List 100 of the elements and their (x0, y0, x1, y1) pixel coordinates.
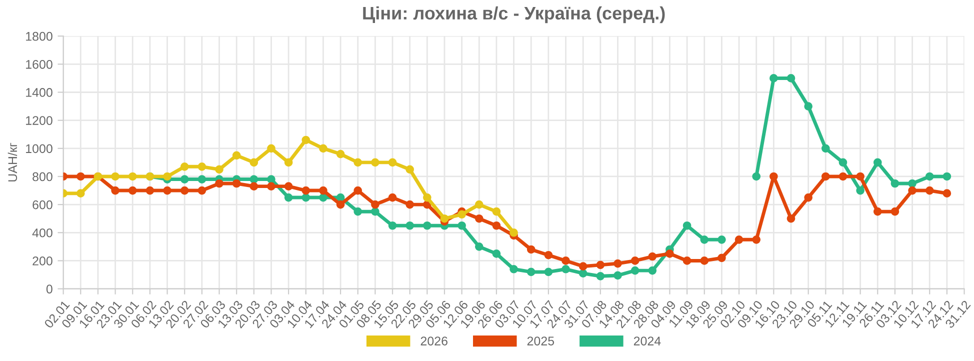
point (890, 207, 900, 216)
point (267, 175, 276, 184)
point (422, 221, 432, 230)
point (562, 264, 570, 274)
point (630, 256, 640, 265)
point (544, 250, 553, 260)
legend-label: 2026 (420, 336, 448, 346)
point (458, 221, 466, 230)
point (458, 210, 466, 219)
point (630, 266, 640, 275)
point (856, 172, 864, 181)
point (406, 165, 414, 174)
point (718, 254, 726, 262)
point (232, 179, 241, 188)
point (510, 264, 518, 274)
point (492, 250, 501, 258)
point (648, 266, 657, 275)
point (942, 172, 952, 181)
point (111, 172, 120, 181)
y-tick-label: 800 (32, 172, 52, 182)
point (925, 172, 934, 181)
point (406, 200, 414, 209)
point (474, 242, 484, 251)
point (614, 259, 622, 268)
point (284, 182, 293, 190)
point (682, 221, 692, 230)
point (614, 271, 622, 280)
point (284, 193, 293, 202)
point (76, 189, 85, 198)
y-axis-title: UAH/кг (8, 142, 18, 182)
point (198, 162, 206, 171)
point (180, 186, 189, 195)
point (873, 207, 882, 216)
point (474, 200, 484, 209)
point (804, 102, 812, 110)
point (682, 256, 692, 265)
point (925, 186, 934, 195)
point (302, 136, 310, 144)
point (578, 269, 588, 278)
point (163, 186, 172, 195)
point (250, 182, 258, 190)
point (354, 186, 362, 195)
point (596, 260, 605, 270)
y-tick-label: 1400 (26, 88, 52, 97)
legend-label: 2024 (634, 336, 661, 346)
legend-label: 2025 (527, 336, 554, 346)
point (336, 150, 345, 158)
point (492, 221, 501, 230)
point (526, 268, 536, 276)
point (821, 172, 830, 181)
chart-title: Ціни: лохина в/с - Україна (серед.) (363, 6, 665, 24)
point (406, 221, 414, 230)
y-tick-label: 0 (46, 284, 52, 294)
point (804, 193, 812, 202)
point (838, 172, 848, 181)
point (250, 175, 258, 184)
point (786, 74, 796, 82)
point (510, 228, 518, 237)
point (786, 214, 796, 223)
point (319, 144, 328, 153)
point (890, 179, 900, 188)
point (856, 186, 864, 195)
point (180, 175, 189, 184)
point (752, 172, 761, 181)
y-tick-label: 1200 (26, 116, 52, 125)
point (336, 200, 345, 209)
point (232, 151, 241, 160)
y-tick-label: 400 (32, 228, 52, 238)
point (440, 214, 449, 223)
point (198, 175, 206, 184)
point (700, 235, 709, 244)
point (388, 221, 397, 230)
point (250, 158, 258, 167)
point (319, 186, 328, 195)
point (267, 144, 276, 153)
point (111, 186, 120, 195)
point (873, 158, 882, 167)
point (666, 250, 674, 258)
point (596, 272, 605, 280)
point (128, 186, 137, 195)
point (752, 235, 761, 244)
point (700, 256, 709, 265)
point (821, 144, 830, 153)
point (128, 172, 137, 181)
point (908, 186, 916, 195)
point (371, 207, 380, 216)
point (371, 200, 380, 209)
point (562, 256, 570, 265)
point (267, 182, 276, 190)
point (215, 165, 224, 174)
y-tick-label: 200 (32, 256, 52, 266)
point (336, 193, 345, 202)
point (734, 235, 744, 244)
point (422, 193, 432, 202)
point (146, 186, 154, 195)
point (526, 245, 536, 254)
point (76, 172, 85, 181)
point (578, 262, 588, 271)
point (474, 214, 484, 223)
point (302, 193, 310, 202)
